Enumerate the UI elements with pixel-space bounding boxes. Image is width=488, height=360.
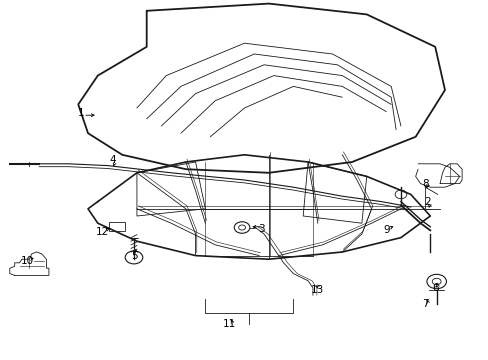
Text: 9: 9	[382, 225, 389, 235]
Text: 10: 10	[20, 256, 33, 266]
Text: 13: 13	[310, 285, 324, 295]
Text: 5: 5	[131, 251, 138, 261]
Text: 1: 1	[77, 108, 84, 118]
Text: 3: 3	[258, 224, 264, 234]
Text: 8: 8	[421, 179, 428, 189]
Text: 4: 4	[109, 155, 116, 165]
Text: 2: 2	[424, 197, 430, 207]
Text: 6: 6	[431, 283, 438, 293]
Text: 12: 12	[96, 227, 109, 237]
Text: 11: 11	[223, 319, 236, 329]
Text: 7: 7	[421, 299, 428, 309]
